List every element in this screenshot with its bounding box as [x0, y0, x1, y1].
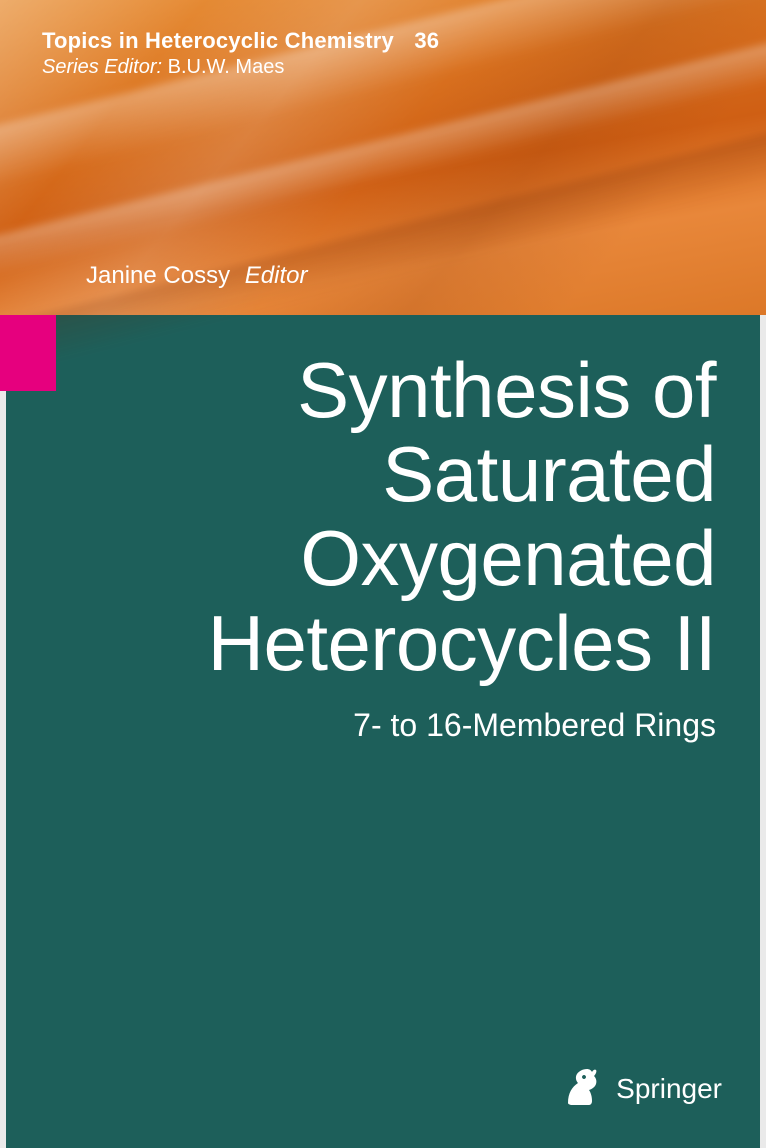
title-line: Oxygenated: [300, 514, 716, 602]
series-title-line: Topics in Heterocyclic Chemistry 36: [42, 28, 439, 54]
book-subtitle: 7- to 16-Membered Rings: [86, 707, 716, 744]
publisher-name: Springer: [616, 1073, 722, 1105]
book-title: Synthesis of Saturated Oxygenated Hetero…: [86, 348, 716, 685]
book-editor-name: Janine Cossy: [86, 262, 230, 289]
title-block: Synthesis of Saturated Oxygenated Hetero…: [86, 348, 716, 744]
springer-horse-icon: [562, 1063, 602, 1114]
book-cover: Topics in Heterocyclic Chemistry 36 Seri…: [0, 0, 766, 1148]
series-editor-name: B.U.W. Maes: [168, 56, 285, 78]
magenta-accent-tab: [0, 315, 56, 391]
series-editor-label: Series Editor:: [42, 56, 162, 78]
book-editor-role: Editor: [245, 262, 308, 289]
title-line: Synthesis of: [297, 346, 716, 434]
book-editor-line: Janine Cossy Editor: [86, 262, 307, 290]
title-line: Saturated: [382, 430, 716, 518]
title-line: Heterocycles II: [208, 599, 716, 687]
series-volume-number: 36: [414, 28, 439, 53]
series-editor-line: Series Editor: B.U.W. Maes: [42, 56, 284, 79]
publisher-block: Springer: [562, 1063, 722, 1114]
series-name: Topics in Heterocyclic Chemistry: [42, 28, 394, 53]
